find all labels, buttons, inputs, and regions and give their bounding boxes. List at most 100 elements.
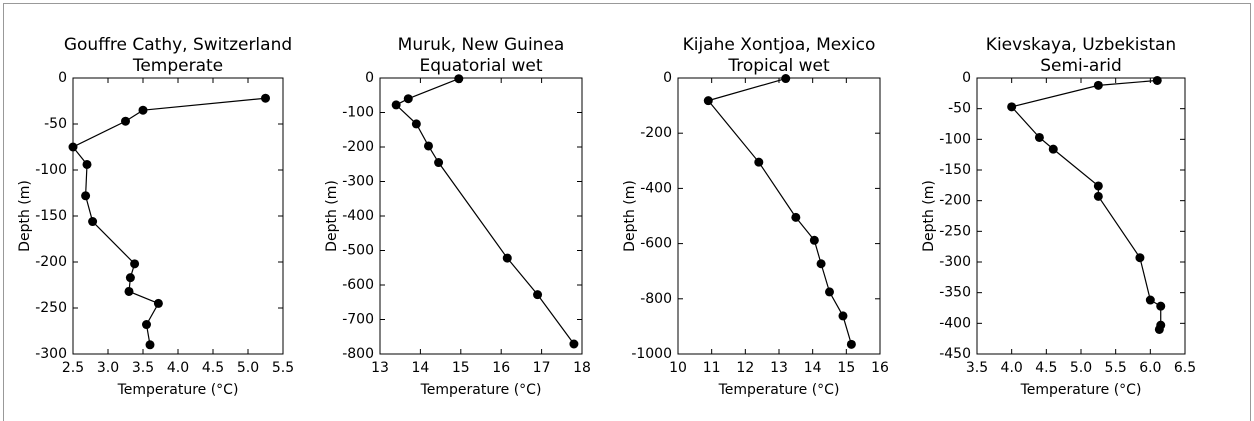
x-tick-label: 15 <box>452 360 470 376</box>
plot-area <box>72 77 284 355</box>
data-point <box>703 96 713 106</box>
chart-title: Muruk, New Guinea <box>398 35 565 55</box>
y-tick-label: -50 <box>44 116 67 132</box>
data-point <box>391 100 401 110</box>
y-tick-label: -100 <box>939 131 971 147</box>
y-tick-label: -250 <box>939 223 971 239</box>
data-point <box>138 105 148 115</box>
data-point <box>88 217 98 227</box>
y-tick-label: 0 <box>58 70 67 86</box>
data-point <box>261 93 270 103</box>
chart-subtitle: Semi-arid <box>1040 56 1122 76</box>
frame <box>3 3 1251 421</box>
x-tick-label: 14 <box>411 360 429 376</box>
x-tick-label: 13 <box>371 360 389 376</box>
data-point <box>781 74 791 84</box>
data-point <box>754 157 764 167</box>
plot-area <box>976 77 1186 355</box>
x-tick-label: 17 <box>533 360 551 376</box>
chart-title: Kievskaya, Uzbekistan <box>986 35 1176 55</box>
chart-subtitle: Tropical wet <box>727 56 830 76</box>
x-tick-label: 6.5 <box>1174 360 1196 376</box>
data-point <box>791 212 801 222</box>
x-tick-label: 5.5 <box>1105 360 1127 376</box>
y-tick-label: -100 <box>35 162 67 178</box>
x-tick-label: 16 <box>492 360 510 376</box>
data-point <box>124 286 134 296</box>
y-tick-label: -450 <box>939 346 971 362</box>
y-axis-label: Depth (m) <box>17 180 33 252</box>
y-tick-label: 0 <box>365 70 374 86</box>
y-tick-label: 0 <box>663 70 672 86</box>
y-tick-label: 0 <box>962 70 971 86</box>
data-point <box>454 74 464 84</box>
y-axis-label: Depth (m) <box>324 180 340 252</box>
y-tick-label: -700 <box>342 312 374 328</box>
data-point <box>533 290 543 300</box>
data-point <box>153 298 163 308</box>
data-point <box>81 191 91 201</box>
data-point <box>145 340 155 350</box>
data-line <box>707 77 852 345</box>
data-point <box>125 273 135 283</box>
x-tick-label: 5.0 <box>1070 360 1092 376</box>
plot-area <box>677 77 881 355</box>
x-tick-label: 15 <box>837 360 855 376</box>
x-tick-label: 10 <box>669 360 687 376</box>
chart-title: Kijahe Xontjoa, Mexico <box>683 35 876 55</box>
data-point <box>838 311 848 321</box>
data-point <box>423 141 433 151</box>
data-point <box>1135 253 1145 263</box>
y-tick-label: -400 <box>939 315 971 331</box>
y-tick-label: -200 <box>342 139 374 155</box>
y-tick-label: -600 <box>640 236 672 252</box>
x-tick-label: 14 <box>804 360 822 376</box>
y-tick-label: -200 <box>35 254 67 270</box>
data-point <box>130 259 140 269</box>
data-point <box>816 259 826 269</box>
y-tick-label: -200 <box>939 193 971 209</box>
data-point <box>82 159 92 169</box>
chart-subtitle: Equatorial wet <box>419 56 542 76</box>
x-tick-label: 4.0 <box>1001 360 1023 376</box>
x-tick-label: 16 <box>871 360 889 376</box>
data-point <box>1007 102 1017 112</box>
data-point <box>1152 75 1162 85</box>
data-point <box>411 119 421 129</box>
x-tick-label: 3.5 <box>132 360 154 376</box>
y-tick-label: -800 <box>640 291 672 307</box>
y-tick-label: -300 <box>342 174 374 190</box>
y-tick-label: -150 <box>35 208 67 224</box>
x-axis-label: Temperature (°C) <box>420 382 542 398</box>
y-tick-label: -1000 <box>631 346 672 362</box>
data-point <box>1093 80 1103 90</box>
data-point <box>403 94 413 104</box>
y-tick-label: -50 <box>948 101 971 117</box>
x-tick-label: 5.0 <box>237 360 259 376</box>
data-point <box>1093 181 1103 191</box>
data-line <box>72 97 266 345</box>
data-point <box>1048 144 1058 154</box>
data-point <box>1145 295 1155 305</box>
data-point <box>569 339 579 349</box>
y-tick-label: -300 <box>35 346 67 362</box>
x-tick-label: 5.5 <box>272 360 294 376</box>
data-point <box>809 235 819 245</box>
data-point <box>434 158 444 168</box>
y-tick-label: -250 <box>35 300 67 316</box>
y-tick-label: -500 <box>342 243 374 259</box>
data-point <box>825 287 834 297</box>
data-line <box>395 78 575 345</box>
x-axis-label: Temperature (°C) <box>117 382 239 398</box>
y-tick-label: -350 <box>939 285 971 301</box>
plot-area <box>379 77 583 355</box>
data-point <box>1154 324 1164 334</box>
data-line <box>1010 79 1162 330</box>
x-axis-label: Temperature (°C) <box>1020 382 1142 398</box>
y-axis-label: Depth (m) <box>622 180 638 252</box>
x-tick-label: 12 <box>736 360 754 376</box>
x-tick-label: 4.5 <box>1035 360 1057 376</box>
data-point <box>1034 132 1044 142</box>
x-tick-label: 2.5 <box>62 360 84 376</box>
